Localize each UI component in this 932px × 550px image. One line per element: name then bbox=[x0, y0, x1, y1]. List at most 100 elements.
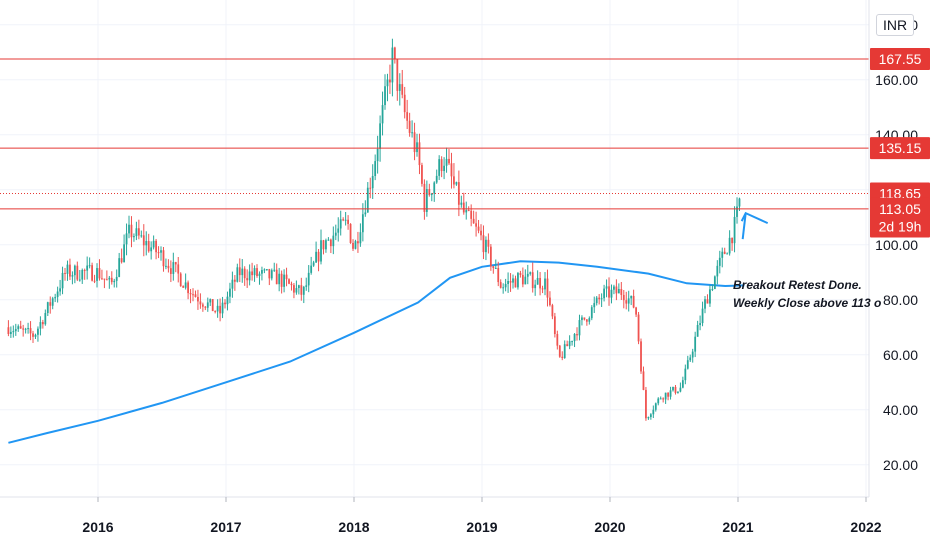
candle-up bbox=[307, 265, 310, 293]
candle-body bbox=[411, 132, 413, 134]
candle-down bbox=[155, 238, 157, 260]
candle-body bbox=[551, 305, 554, 317]
candle-down bbox=[585, 319, 588, 326]
candle-body bbox=[157, 252, 160, 254]
candle-body bbox=[354, 241, 357, 249]
candle-body bbox=[12, 331, 15, 333]
candle-up bbox=[253, 265, 256, 282]
candle-up bbox=[302, 285, 305, 304]
candle-body bbox=[371, 176, 374, 189]
candle-body bbox=[248, 271, 251, 281]
candle-body bbox=[425, 189, 428, 212]
candle-body bbox=[238, 267, 241, 276]
candle-down bbox=[393, 46, 396, 64]
candle-body bbox=[283, 274, 285, 287]
candle-up bbox=[455, 181, 458, 186]
candle-body bbox=[652, 409, 655, 415]
candle-up bbox=[51, 296, 54, 310]
candle-down bbox=[91, 262, 93, 282]
candle-body bbox=[457, 182, 460, 205]
candle-down bbox=[32, 330, 34, 343]
candle-down bbox=[706, 294, 709, 304]
candle-body bbox=[142, 235, 145, 246]
candle-body bbox=[686, 360, 689, 369]
candle-body bbox=[69, 264, 71, 277]
candle-body bbox=[443, 165, 445, 172]
candle-up bbox=[14, 323, 17, 336]
candle-body bbox=[76, 265, 79, 280]
candle-body bbox=[608, 286, 610, 298]
candle-body bbox=[416, 142, 418, 153]
candle-body bbox=[721, 251, 724, 258]
candle-up bbox=[376, 135, 379, 174]
candle-up bbox=[24, 327, 27, 334]
candle-up bbox=[679, 382, 682, 393]
candle-body bbox=[674, 386, 677, 393]
candle-down bbox=[396, 58, 399, 101]
candle-body bbox=[504, 284, 507, 288]
candle-up bbox=[295, 280, 298, 295]
candle-down bbox=[487, 233, 490, 254]
price-tag-label: 113.05 bbox=[879, 201, 921, 217]
candle-body bbox=[224, 302, 226, 305]
candle-up bbox=[681, 376, 684, 389]
candle-body bbox=[32, 333, 34, 337]
candle-up bbox=[337, 217, 340, 242]
candle-body bbox=[595, 297, 598, 304]
candle-body bbox=[598, 297, 601, 300]
candle-body bbox=[339, 219, 342, 229]
candle-body bbox=[563, 344, 566, 358]
candle-body bbox=[162, 250, 165, 267]
candle-up bbox=[669, 386, 672, 400]
candle-body bbox=[403, 94, 406, 113]
candle-body bbox=[556, 334, 559, 346]
candle-down bbox=[288, 278, 290, 285]
candle-body bbox=[647, 417, 650, 419]
candle-down bbox=[103, 278, 106, 289]
candle-up bbox=[115, 269, 118, 288]
candle-down bbox=[342, 217, 345, 222]
candle-body bbox=[135, 228, 138, 237]
y-tick-label: 160.00 bbox=[875, 72, 918, 88]
candle-body bbox=[460, 202, 463, 205]
candle-up bbox=[339, 210, 342, 236]
candle-body bbox=[34, 334, 37, 337]
candle-body bbox=[83, 269, 86, 271]
currency-label[interactable]: INR bbox=[876, 14, 915, 36]
candle-down bbox=[197, 289, 199, 310]
candle-body bbox=[544, 278, 546, 290]
candle-down bbox=[169, 260, 172, 283]
candle-down bbox=[285, 267, 288, 287]
candle-body bbox=[263, 269, 266, 271]
candle-body bbox=[64, 272, 66, 274]
candle-body bbox=[88, 265, 91, 267]
candle-body bbox=[155, 240, 157, 253]
candle-body bbox=[24, 328, 27, 330]
candle-body bbox=[46, 302, 49, 313]
candle-up bbox=[34, 333, 37, 340]
candle-body bbox=[450, 163, 453, 177]
x-tick-label: 2020 bbox=[594, 519, 625, 535]
candle-up bbox=[627, 290, 630, 312]
candle-down bbox=[731, 237, 733, 251]
candle-down bbox=[187, 280, 189, 300]
candle-up bbox=[231, 271, 234, 298]
candle-body bbox=[723, 251, 726, 254]
candle-body bbox=[667, 392, 669, 397]
candle-up bbox=[652, 405, 655, 419]
candle-up bbox=[283, 269, 285, 293]
candle-down bbox=[423, 179, 426, 220]
time-axis[interactable]: 2016 2017 2018 2019 2020 2021 2022 bbox=[82, 497, 882, 535]
annotation-arrow-shaft bbox=[741, 213, 747, 240]
candle-body bbox=[376, 148, 379, 162]
candle-body bbox=[482, 235, 485, 253]
candle-up bbox=[78, 269, 81, 282]
candle-up bbox=[359, 223, 362, 247]
candle-up bbox=[435, 169, 438, 184]
candle-up bbox=[716, 260, 719, 285]
candle-up bbox=[728, 230, 731, 256]
candle-down bbox=[268, 268, 271, 286]
candle-body bbox=[541, 288, 544, 290]
candle-up bbox=[17, 324, 20, 332]
